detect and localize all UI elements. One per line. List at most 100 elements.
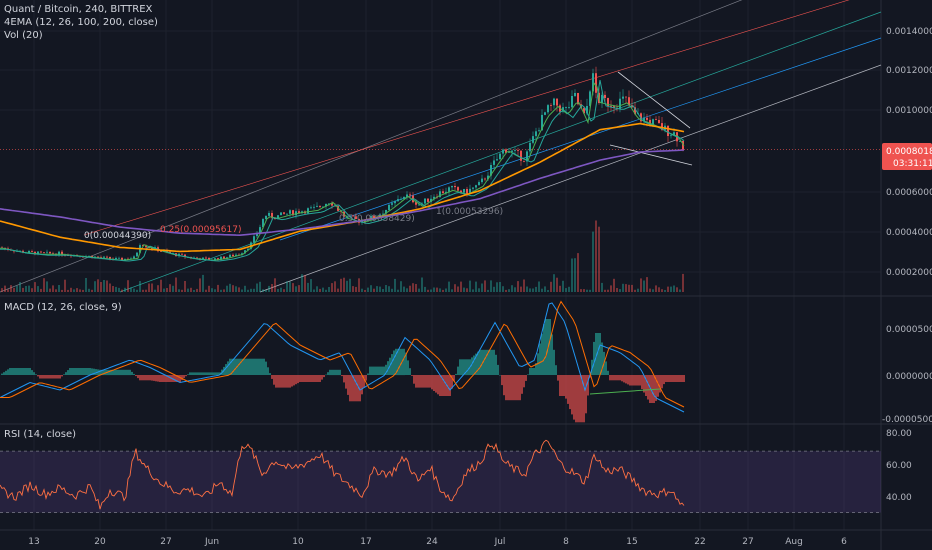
volume-bar [292, 283, 294, 292]
candle-body [214, 258, 216, 260]
macd-histogram-bar [235, 358, 237, 375]
channel-line[interactable] [119, 11, 882, 293]
macd-histogram-bar [319, 375, 321, 382]
macd-histogram-bar [483, 349, 485, 375]
macd-histogram-bar [161, 375, 163, 382]
volume-bar [475, 281, 477, 292]
candle-body [682, 141, 684, 150]
volume-bar [82, 289, 84, 292]
macd-histogram-bar [255, 358, 257, 375]
candle-body [466, 189, 468, 195]
macd-histogram-bar [311, 375, 313, 382]
channel-line[interactable] [279, 37, 882, 241]
macd-histogram-bar [33, 372, 35, 375]
channel-line[interactable] [83, 0, 881, 236]
rsi-legend[interactable]: RSI (14, close) [4, 429, 76, 440]
macd-histogram-bar [203, 372, 205, 375]
macd-legend[interactable]: MACD (12, 26, close, 9) [4, 302, 122, 313]
candle-body [601, 94, 603, 103]
volume-bar [379, 286, 381, 292]
macd-histogram-bar [623, 375, 625, 383]
fib-label-1[interactable]: 1(0.00053296) [436, 207, 503, 217]
chart-title[interactable]: Quant / Bitcoin, 240, BITTREX [4, 4, 153, 15]
candle-body [418, 204, 420, 206]
candle-body [220, 256, 222, 260]
volume-bar [598, 226, 600, 292]
volume-bar [490, 280, 492, 292]
volume-bar [376, 286, 378, 292]
candle-body [523, 160, 525, 162]
macd-histogram-bar [185, 375, 187, 377]
volume-bar [580, 289, 582, 292]
candle-body [229, 254, 231, 258]
macd-histogram-bar [669, 375, 671, 382]
macd-histogram-bar [313, 375, 315, 382]
macd-histogram-bar [57, 375, 59, 379]
ema-legend[interactable]: 4EMA (12, 26, 100, 200, close) [4, 17, 158, 28]
candle-body [454, 186, 456, 188]
macd-divergence-line[interactable] [589, 388, 661, 395]
volume-bar [202, 274, 204, 292]
time-axis[interactable]: 13 20 27 Jun 10 17 24 Jul 8 15 22 27 Aug… [28, 537, 847, 547]
wedge-line[interactable] [609, 144, 693, 166]
macd-histogram-bar [569, 375, 571, 410]
macd-histogram-bar [41, 375, 43, 379]
channel-line[interactable] [259, 64, 882, 293]
macd-histogram-bar [425, 375, 427, 388]
volume-bar [103, 280, 105, 292]
volume-bar [424, 286, 426, 292]
candle-body [475, 185, 477, 188]
volume-legend[interactable]: Vol (20) [4, 30, 43, 41]
macd-histogram-bar [507, 375, 509, 401]
volume-bar [340, 278, 342, 292]
rsi-axis[interactable]: 80.00 60.00 40.00 [886, 429, 912, 503]
macd-histogram-bar [63, 374, 65, 375]
channel-line[interactable] [0, 0, 881, 293]
volume-bar [676, 287, 678, 292]
fib-label-05[interactable]: 0.5(0.00058429) [339, 214, 415, 224]
volume-bar [535, 286, 537, 292]
macd-histogram-bar [657, 375, 659, 397]
volume-bar [508, 289, 510, 292]
macd-histogram-bar [353, 375, 355, 402]
candle-body [289, 210, 291, 214]
volume-bar [445, 288, 447, 292]
candle-body [427, 198, 429, 202]
candle-body [556, 98, 558, 106]
fib-label-0[interactable]: 0(0.00044390) [84, 231, 151, 241]
ema-26-line [0, 80, 685, 262]
volume-bar [682, 273, 684, 292]
macd-histogram-bar [405, 352, 407, 375]
current-price-value: 0.00080182 [886, 147, 932, 157]
macd-histogram-bar [91, 368, 93, 375]
macd-histogram-bar [503, 375, 505, 396]
macd-histogram-bar [539, 343, 541, 375]
macd-histogram-bar [7, 369, 9, 375]
macd-histogram-bar [427, 375, 429, 388]
candle-body [208, 258, 210, 260]
candle-body [241, 253, 243, 255]
candle-body [310, 207, 312, 209]
candle-body [118, 257, 120, 259]
volume-bar [454, 284, 456, 292]
volume-bar [382, 289, 384, 292]
macd-histogram-bar [249, 358, 251, 375]
macd-histogram-bar [143, 375, 145, 381]
macd-histogram-bar [227, 361, 229, 375]
macd-histogram-bar [481, 349, 483, 375]
volume-bar [418, 288, 420, 292]
wedge-line[interactable] [617, 71, 691, 129]
candle-body [439, 191, 441, 197]
volume-bar [88, 288, 90, 292]
macd-histogram-bar [289, 375, 291, 388]
fib-label-025[interactable]: 0.25(0.00095617) [160, 225, 241, 235]
drawing-layer[interactable] [0, 0, 882, 293]
macd-histogram-bar [611, 375, 613, 381]
candle-body [136, 252, 138, 257]
macd-histogram-bar [593, 341, 595, 375]
candle-body [610, 105, 612, 107]
macd-histogram-bar [305, 375, 307, 382]
